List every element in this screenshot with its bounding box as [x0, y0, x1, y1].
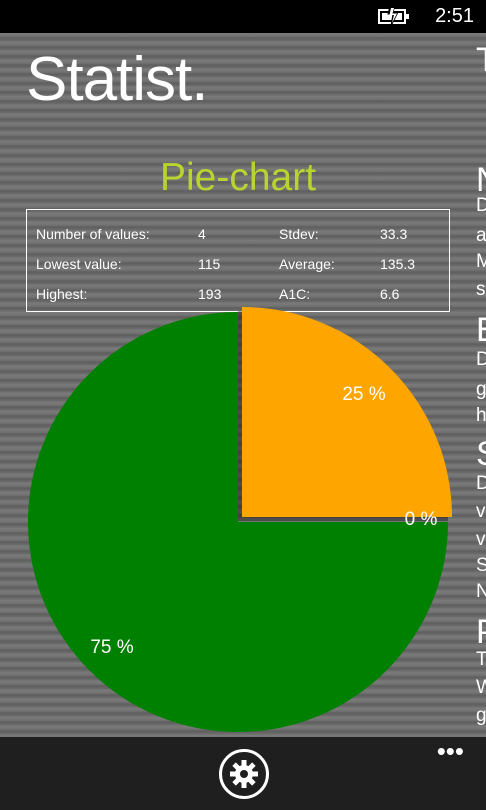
- peek-text: h: [476, 405, 486, 426]
- app-bar: •••: [0, 737, 486, 810]
- stat-stdev-value: 33.3: [380, 226, 408, 242]
- peek-text: N: [476, 581, 486, 602]
- stat-lowest-label: Lowest value:: [36, 256, 122, 272]
- stat-highest-value: 193: [198, 286, 222, 302]
- peek-text: W: [476, 677, 486, 698]
- status-bar: 2:51: [0, 0, 486, 33]
- stat-count-label: Number of values:: [36, 226, 150, 242]
- settings-button[interactable]: [219, 749, 269, 799]
- peek-text: D: [476, 473, 486, 494]
- stat-a1c-value: 6.6: [380, 286, 400, 302]
- chart-title: Pie-chart: [159, 156, 317, 199]
- pivot-page[interactable]: Statist. Pie-chart Number of values: 4 S…: [0, 33, 486, 737]
- peek-heading: S: [476, 435, 486, 473]
- peek-text: g: [476, 705, 486, 726]
- clock: 2:51: [435, 5, 474, 27]
- stat-a1c-label: A1C:: [279, 286, 311, 302]
- stat-count-value: 4: [198, 226, 206, 242]
- more-button[interactable]: •••: [436, 736, 464, 766]
- pie-chart: 25 % 0 % 75 %: [28, 307, 452, 732]
- peek-text: v: [476, 501, 486, 522]
- peek-text: D: [476, 349, 486, 370]
- stat-lowest-value: 115: [198, 256, 221, 272]
- peek-text: S: [476, 555, 486, 576]
- peek-heading: E: [476, 311, 486, 349]
- pie-slice-label: 75 %: [90, 637, 133, 658]
- gear-icon: [230, 760, 258, 788]
- stat-highest-label: Highest:: [36, 286, 88, 302]
- peek-heading: N: [476, 161, 486, 199]
- pie-slice-label: 25 %: [342, 384, 385, 405]
- next-pivot-header: T: [476, 41, 486, 79]
- peek-text: s: [476, 279, 486, 300]
- stat-average-label: Average:: [279, 256, 335, 272]
- pie-slice[interactable]: [242, 307, 452, 517]
- peek-text: M: [476, 251, 486, 272]
- peek-text: a: [476, 225, 486, 246]
- stats-table: Number of values: 4 Stdev: 33.3 Lowest v…: [26, 209, 450, 312]
- peek-text: D: [476, 195, 486, 216]
- battery-charging-icon: [378, 6, 409, 26]
- stat-average-value: 135.3: [380, 256, 416, 272]
- pie-slice[interactable]: [28, 312, 448, 732]
- peek-heading: P: [476, 613, 486, 651]
- peek-text: v: [476, 529, 486, 550]
- peek-text: g: [476, 379, 486, 400]
- stat-stdev-label: Stdev:: [279, 226, 319, 242]
- peek-text: T: [476, 649, 486, 670]
- app-title: Statist.: [26, 45, 209, 114]
- pie-slice-label: 0 %: [405, 509, 438, 530]
